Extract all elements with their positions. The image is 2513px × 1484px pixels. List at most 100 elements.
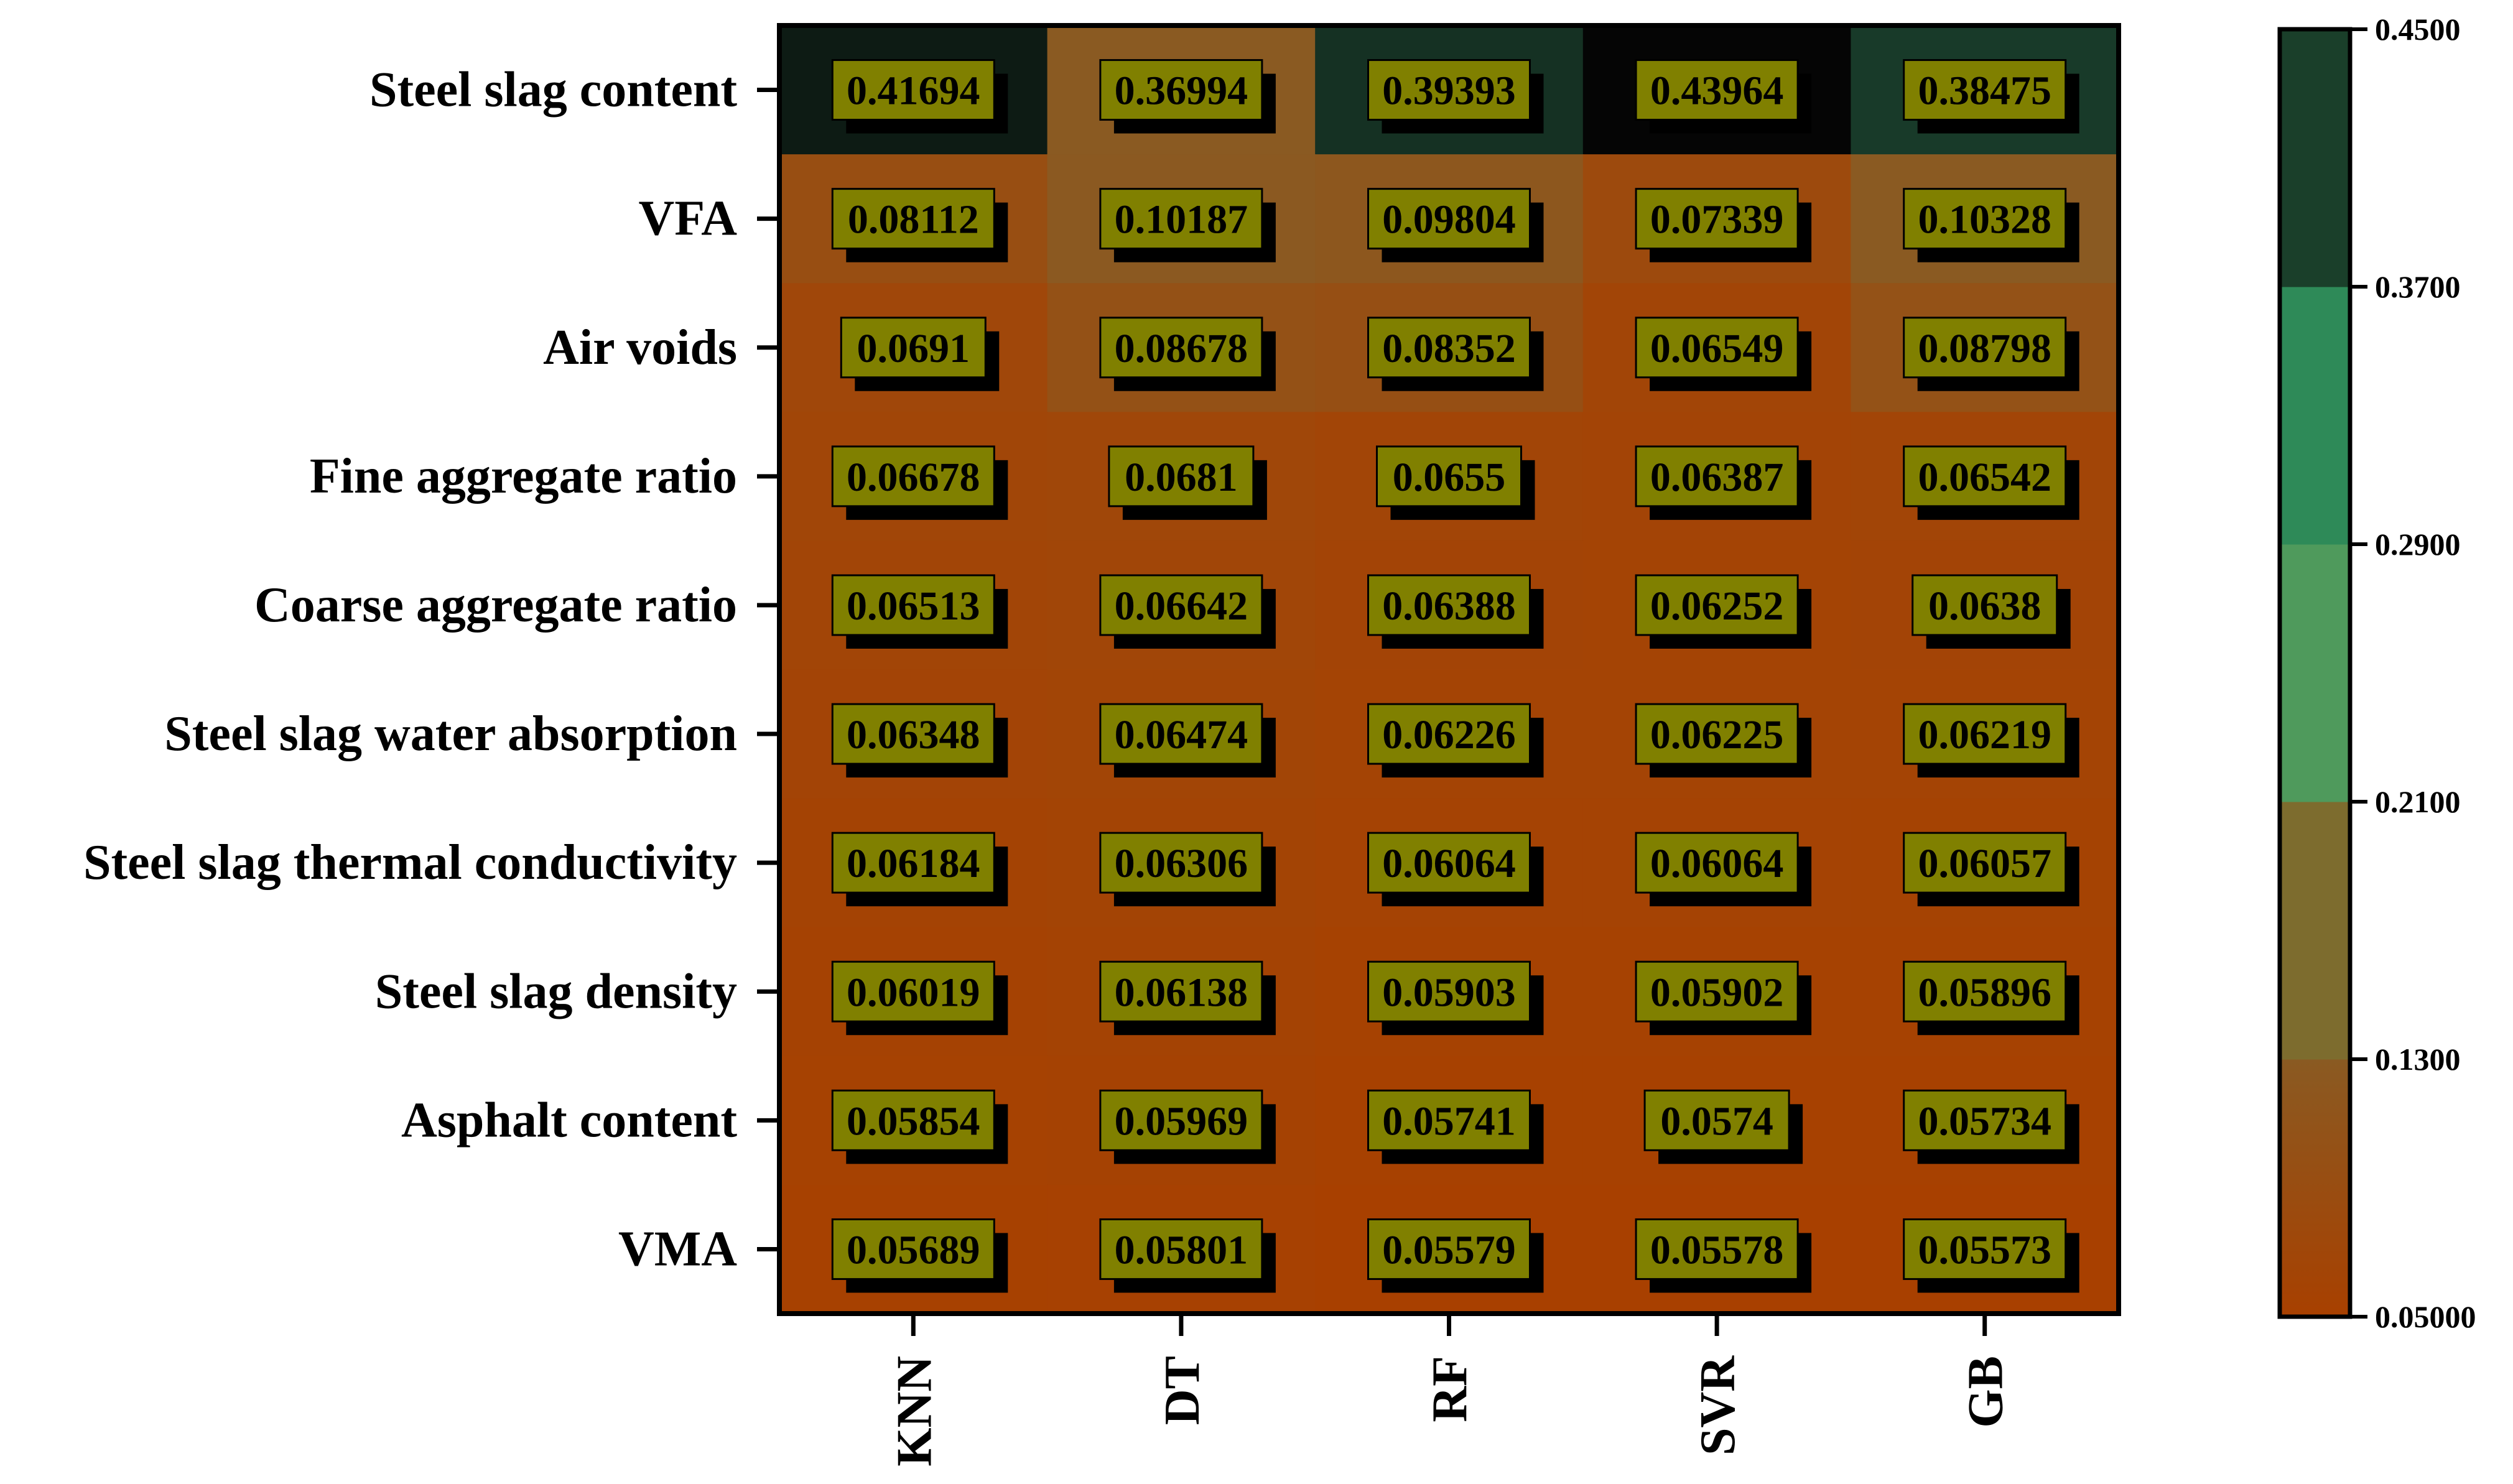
y-tick-label: Asphalt content	[401, 1093, 737, 1148]
value-label-box	[1903, 703, 2067, 765]
value-label-box	[1099, 960, 1263, 1023]
value-label: 0.08678	[1115, 326, 1248, 371]
value-label: 0.06348	[847, 712, 980, 758]
colorbar-band	[2280, 287, 2350, 545]
value-label-box	[831, 1089, 995, 1151]
value-label: 0.05741	[1382, 1098, 1516, 1144]
value-label: 0.06542	[1918, 455, 2051, 500]
value-label: 0.06252	[1650, 583, 1784, 629]
colorbar-band	[2280, 29, 2350, 287]
value-label: 0.43964	[1650, 68, 1784, 114]
value-label: 0.05969	[1115, 1098, 1248, 1144]
value-label-box	[831, 188, 995, 250]
value-label-box	[1108, 445, 1255, 508]
value-label: 0.06513	[847, 583, 980, 629]
value-label: 0.10328	[1918, 197, 2051, 243]
colorbar-band	[2280, 544, 2350, 802]
value-label: 0.0574	[1660, 1098, 1773, 1144]
value-label-box	[1367, 574, 1531, 636]
value-label: 0.05734	[1918, 1098, 2051, 1144]
value-label-box	[1635, 445, 1799, 508]
value-label: 0.06306	[1115, 841, 1248, 886]
value-label: 0.07339	[1650, 197, 1784, 243]
y-tick-label: Coarse aggregate ratio	[254, 578, 737, 633]
heatmap-cells: 0.41694 0.36994 0.39393 0.43964 0.38475 0.081…	[779, 26, 2119, 1314]
value-label-box	[1099, 703, 1263, 765]
value-label: 0.05896	[1918, 970, 2051, 1015]
value-label: 0.0638	[1928, 583, 2042, 629]
x-tick-label: GB	[1959, 1356, 2014, 1428]
value-label: 0.06064	[1650, 841, 1784, 886]
colorbar-band	[2280, 1059, 2350, 1317]
value-label-box	[1099, 1089, 1263, 1151]
colorbar-tick-label: 0.3700	[2375, 269, 2461, 304]
value-label-box	[1635, 317, 1799, 379]
value-label: 0.05854	[847, 1098, 980, 1144]
colorbar-tick-label: 0.2100	[2375, 784, 2461, 819]
value-label: 0.38475	[1918, 68, 2051, 114]
colorbar: 0.05000 0.1300 0.2100 0.2900 0.3700 0.4500	[2277, 12, 2476, 1334]
value-label: 0.36994	[1115, 68, 1248, 114]
y-tick-label: Steel slag content	[369, 63, 737, 118]
value-label-box	[840, 317, 987, 379]
value-label-box	[1367, 703, 1531, 765]
value-label: 0.06387	[1650, 455, 1784, 500]
y-tick-label: Steel slag density	[375, 964, 737, 1019]
value-label-box	[831, 832, 995, 894]
value-label-box	[1903, 1089, 2067, 1151]
value-label: 0.06388	[1382, 583, 1516, 629]
value-label-box	[1099, 832, 1263, 894]
value-label-box	[1367, 59, 1531, 121]
row-labels: Steel slag content VFA Air voids Fine aggre…	[83, 63, 779, 1276]
column-labels: KNN DT RF SVR GB	[887, 1314, 2014, 1467]
value-label: 0.06064	[1382, 841, 1516, 886]
value-label: 0.06474	[1115, 712, 1248, 758]
value-label-box	[1635, 1218, 1799, 1280]
x-tick-label: DT	[1155, 1356, 1210, 1425]
value-label-box	[831, 1218, 995, 1280]
value-label-box	[1367, 1218, 1531, 1280]
value-label-box	[1635, 59, 1799, 121]
value-label: 0.08112	[848, 197, 979, 243]
y-tick-label: Steel slag water absorption	[164, 707, 737, 761]
value-label: 0.05903	[1382, 970, 1516, 1015]
value-label-box	[1903, 445, 2067, 508]
value-label-box	[831, 59, 995, 121]
value-label: 0.05579	[1382, 1227, 1516, 1273]
value-label: 0.06642	[1115, 583, 1248, 629]
value-label-box	[1903, 188, 2067, 250]
value-label-box	[1635, 574, 1799, 636]
value-label-box	[1643, 1089, 1790, 1151]
value-label: 0.06225	[1650, 712, 1784, 758]
x-tick-label: KNN	[887, 1356, 942, 1467]
value-label-box	[1376, 445, 1522, 508]
value-label: 0.06057	[1918, 841, 2051, 886]
y-tick-label: VMA	[618, 1222, 737, 1276]
value-label: 0.0691	[857, 326, 970, 371]
value-label: 0.05902	[1650, 970, 1784, 1015]
value-label-box	[1903, 1218, 2067, 1280]
value-label-box	[1099, 317, 1263, 379]
value-label-box	[1367, 1089, 1531, 1151]
value-label-box	[1099, 59, 1263, 121]
value-label-box	[1099, 1218, 1263, 1280]
colorbar-tick-label: 0.4500	[2375, 12, 2461, 47]
value-label-box	[831, 574, 995, 636]
value-label: 0.0681	[1125, 455, 1238, 500]
value-label: 0.08352	[1382, 326, 1516, 371]
y-tick-label: Fine aggregate ratio	[310, 449, 737, 504]
value-label: 0.06549	[1650, 326, 1784, 371]
y-tick-label: VFA	[639, 192, 738, 246]
value-label: 0.41694	[847, 68, 980, 114]
value-label: 0.39393	[1382, 68, 1516, 114]
value-label: 0.05689	[847, 1227, 980, 1273]
value-label-box	[831, 445, 995, 508]
value-label: 0.06184	[847, 841, 980, 886]
value-label-box	[1903, 317, 2067, 379]
value-label-box	[1635, 703, 1799, 765]
value-label: 0.05801	[1115, 1227, 1248, 1273]
value-label-box	[1367, 317, 1531, 379]
value-label-box	[1635, 188, 1799, 250]
value-label-box	[1635, 832, 1799, 894]
